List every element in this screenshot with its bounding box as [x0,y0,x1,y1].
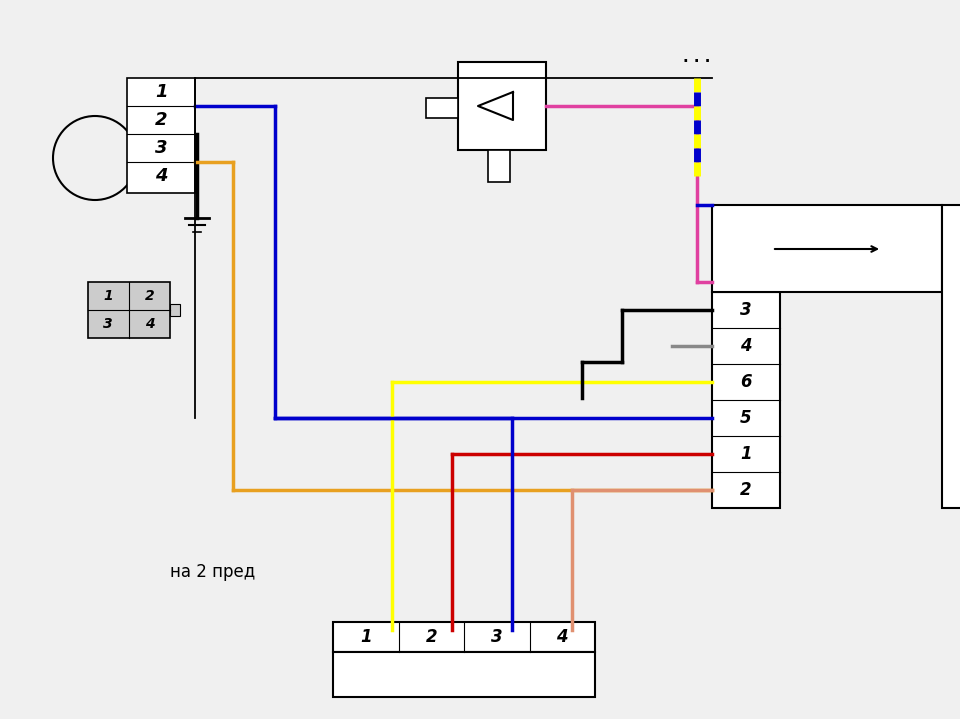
Bar [458,62,546,150]
Bar [712,205,942,292]
Text: 1: 1 [103,289,113,303]
Text: 1: 1 [740,445,752,463]
Text: 4: 4 [557,628,568,646]
Text: . . .: . . . [684,50,710,65]
Text: 3: 3 [491,628,503,646]
Text: 3: 3 [103,317,113,331]
Bar [488,150,510,182]
Text: 4: 4 [155,167,167,185]
Text: 3: 3 [740,301,752,319]
Bar [942,205,960,508]
Text: 1: 1 [155,83,167,101]
Text: 6: 6 [740,373,752,391]
Text: 2: 2 [155,111,167,129]
Bar [712,292,780,508]
Bar [333,652,595,697]
Text: 4: 4 [145,317,155,331]
Text: 3: 3 [155,139,167,157]
Bar [333,622,595,652]
Bar [127,78,195,193]
Text: 2: 2 [740,481,752,499]
Text: 4: 4 [740,337,752,355]
Bar [88,282,170,338]
Bar [170,304,180,316]
Text: 5: 5 [740,409,752,427]
Text: 1: 1 [360,628,372,646]
Text: на 2 пред: на 2 пред [170,563,255,581]
Bar [426,98,458,118]
Polygon shape [478,92,513,120]
Text: 2: 2 [425,628,437,646]
Text: 2: 2 [145,289,155,303]
